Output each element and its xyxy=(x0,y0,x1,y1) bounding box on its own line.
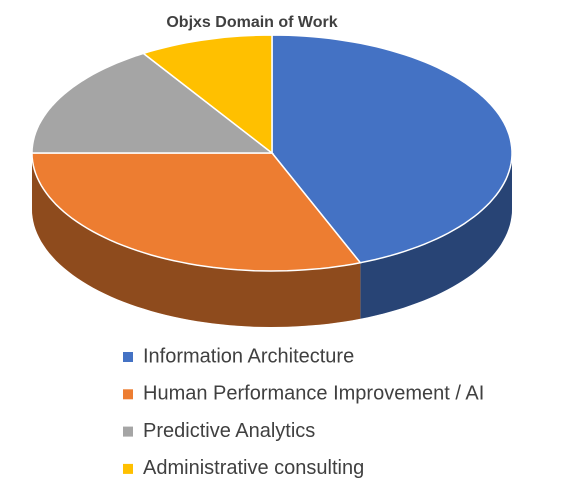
legend-label: Predictive Analytics xyxy=(143,420,315,442)
legend-swatch xyxy=(123,389,133,400)
legend-swatch xyxy=(123,426,133,437)
legend-swatch xyxy=(123,352,133,362)
legend-swatch xyxy=(123,463,133,474)
slice-side-shade xyxy=(360,153,512,319)
slice xyxy=(271,34,513,264)
slice-side-shade xyxy=(32,153,361,327)
pie xyxy=(31,34,513,327)
legend-label: Information Architecture xyxy=(143,345,354,367)
legend: Information Architecture Human Performanc… xyxy=(123,345,484,479)
slice-side xyxy=(360,153,512,319)
chart-title: Objxs Domain of Work xyxy=(166,14,337,31)
slice xyxy=(141,34,273,155)
slice xyxy=(31,52,275,154)
legend-label: Human Performance Improvement / AI xyxy=(143,383,484,405)
slice-side xyxy=(32,153,361,327)
slice xyxy=(31,152,362,272)
legend-label: Administrative consulting xyxy=(143,457,364,479)
